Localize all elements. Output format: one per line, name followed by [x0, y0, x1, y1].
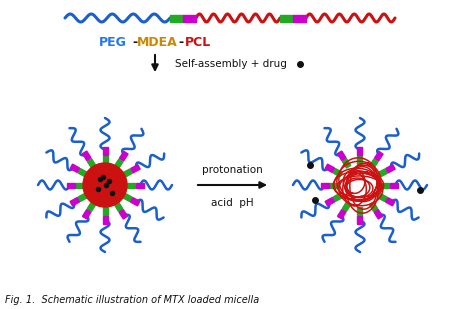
Bar: [183, 15, 196, 22]
Bar: [321, 183, 329, 188]
Circle shape: [83, 163, 127, 207]
Bar: [75, 183, 83, 188]
Bar: [378, 193, 387, 201]
Bar: [102, 146, 108, 154]
Bar: [131, 165, 140, 173]
Bar: [115, 159, 123, 168]
Bar: [70, 164, 80, 172]
Bar: [119, 210, 128, 219]
Bar: [78, 168, 87, 177]
Bar: [342, 202, 351, 211]
Bar: [66, 183, 74, 188]
Bar: [386, 165, 395, 173]
Bar: [337, 210, 346, 219]
Text: -: -: [132, 36, 137, 49]
Bar: [136, 183, 144, 188]
Bar: [330, 183, 338, 188]
Bar: [357, 206, 363, 214]
Bar: [370, 159, 378, 168]
Bar: [119, 151, 128, 161]
Bar: [127, 183, 135, 188]
Bar: [337, 151, 346, 160]
Bar: [357, 215, 363, 223]
Bar: [391, 183, 399, 188]
Bar: [357, 155, 363, 163]
Bar: [325, 164, 335, 172]
Bar: [170, 15, 183, 22]
Text: acid  pH: acid pH: [210, 198, 253, 208]
Bar: [70, 197, 80, 206]
Text: Fig. 1.  Schematic illustration of MTX loaded micella: Fig. 1. Schematic illustration of MTX lo…: [5, 295, 259, 305]
Bar: [123, 169, 132, 177]
Bar: [87, 159, 96, 168]
Text: PCL: PCL: [185, 36, 211, 49]
Bar: [102, 155, 108, 163]
Bar: [293, 15, 306, 22]
Text: protonation: protonation: [201, 165, 263, 175]
Text: -: -: [178, 36, 183, 49]
Bar: [382, 183, 390, 188]
Bar: [325, 197, 335, 206]
Bar: [78, 193, 87, 201]
Bar: [114, 202, 123, 211]
Bar: [374, 151, 383, 161]
Bar: [342, 159, 351, 168]
Text: MDEA: MDEA: [137, 36, 177, 49]
Bar: [82, 210, 91, 219]
Bar: [280, 15, 293, 22]
Text: PEG: PEG: [99, 36, 127, 49]
Bar: [385, 197, 395, 206]
Bar: [102, 215, 108, 223]
Bar: [378, 169, 387, 177]
Bar: [130, 197, 140, 206]
Bar: [357, 146, 363, 154]
Bar: [333, 193, 342, 201]
Bar: [374, 210, 383, 219]
Bar: [87, 202, 96, 211]
Bar: [102, 206, 108, 214]
Bar: [123, 193, 132, 201]
Text: Self-assembly + drug: Self-assembly + drug: [175, 59, 287, 69]
Bar: [82, 151, 91, 160]
Bar: [369, 202, 378, 211]
Bar: [333, 168, 342, 177]
